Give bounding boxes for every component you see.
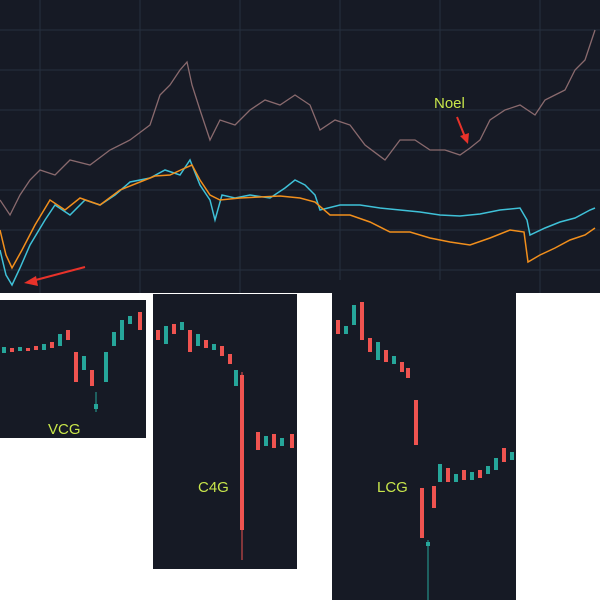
red-arrow — [31, 266, 86, 282]
vcg-panel — [0, 300, 146, 438]
candle — [406, 368, 410, 378]
candle — [156, 330, 160, 340]
candle — [392, 356, 396, 364]
price-line — [0, 29, 596, 217]
candle — [376, 342, 380, 360]
panel-label: C4G — [198, 479, 229, 496]
candle — [478, 470, 482, 478]
candle — [34, 346, 38, 350]
candle — [112, 332, 116, 346]
candle — [272, 434, 276, 448]
candle — [128, 316, 132, 324]
candle — [494, 458, 498, 470]
candle — [94, 404, 98, 409]
orange-line — [0, 164, 596, 270]
candle — [18, 347, 22, 351]
candle — [462, 470, 466, 480]
candle — [438, 464, 442, 482]
annotation: Noel — [434, 95, 465, 112]
candle — [82, 356, 86, 370]
candle — [204, 340, 208, 348]
red-arrow-head — [24, 276, 38, 286]
lcg-panel — [332, 280, 516, 600]
candle — [66, 330, 70, 340]
candle — [180, 322, 184, 330]
candle — [228, 354, 232, 364]
candle — [188, 330, 192, 352]
candle — [58, 334, 62, 346]
candle — [120, 320, 124, 340]
candle — [336, 320, 340, 334]
candle — [502, 448, 506, 462]
main-grid — [0, 0, 600, 293]
candle — [470, 472, 474, 480]
candle — [400, 362, 404, 372]
candle — [420, 488, 424, 538]
noel-arrow-head — [460, 133, 469, 144]
candle — [234, 370, 238, 386]
candle — [384, 350, 388, 362]
candle — [74, 352, 78, 382]
candle — [432, 486, 436, 508]
candle — [256, 432, 260, 450]
candle — [352, 305, 356, 325]
panel-label: VCG — [48, 421, 81, 438]
panel-label: LCG — [377, 479, 408, 496]
candle — [90, 370, 94, 386]
vcg-candles — [2, 312, 142, 412]
candle — [414, 400, 418, 445]
candle — [510, 452, 514, 460]
candle — [368, 338, 372, 352]
candle — [486, 466, 490, 474]
c4g-panel — [153, 294, 297, 569]
candle — [50, 342, 54, 348]
noel-arrow — [456, 116, 466, 138]
candle — [164, 326, 168, 344]
candle — [42, 344, 46, 350]
candle — [138, 312, 142, 330]
candle — [290, 434, 294, 448]
candle — [264, 436, 268, 446]
candle — [446, 468, 450, 482]
cyan-line — [0, 158, 596, 287]
candle — [426, 542, 430, 546]
candle — [26, 348, 30, 351]
candle — [220, 346, 224, 356]
candle — [212, 344, 216, 350]
candle — [172, 324, 176, 334]
candle — [240, 375, 244, 530]
candle — [344, 326, 348, 334]
candle — [280, 438, 284, 446]
main-panel — [0, 0, 600, 293]
candle — [196, 334, 200, 346]
candle — [454, 474, 458, 482]
candle — [2, 347, 6, 353]
lcg-candles — [336, 302, 514, 600]
candle — [104, 352, 108, 382]
c4g-candles — [156, 322, 294, 560]
candle — [10, 348, 14, 352]
candle — [360, 302, 364, 340]
